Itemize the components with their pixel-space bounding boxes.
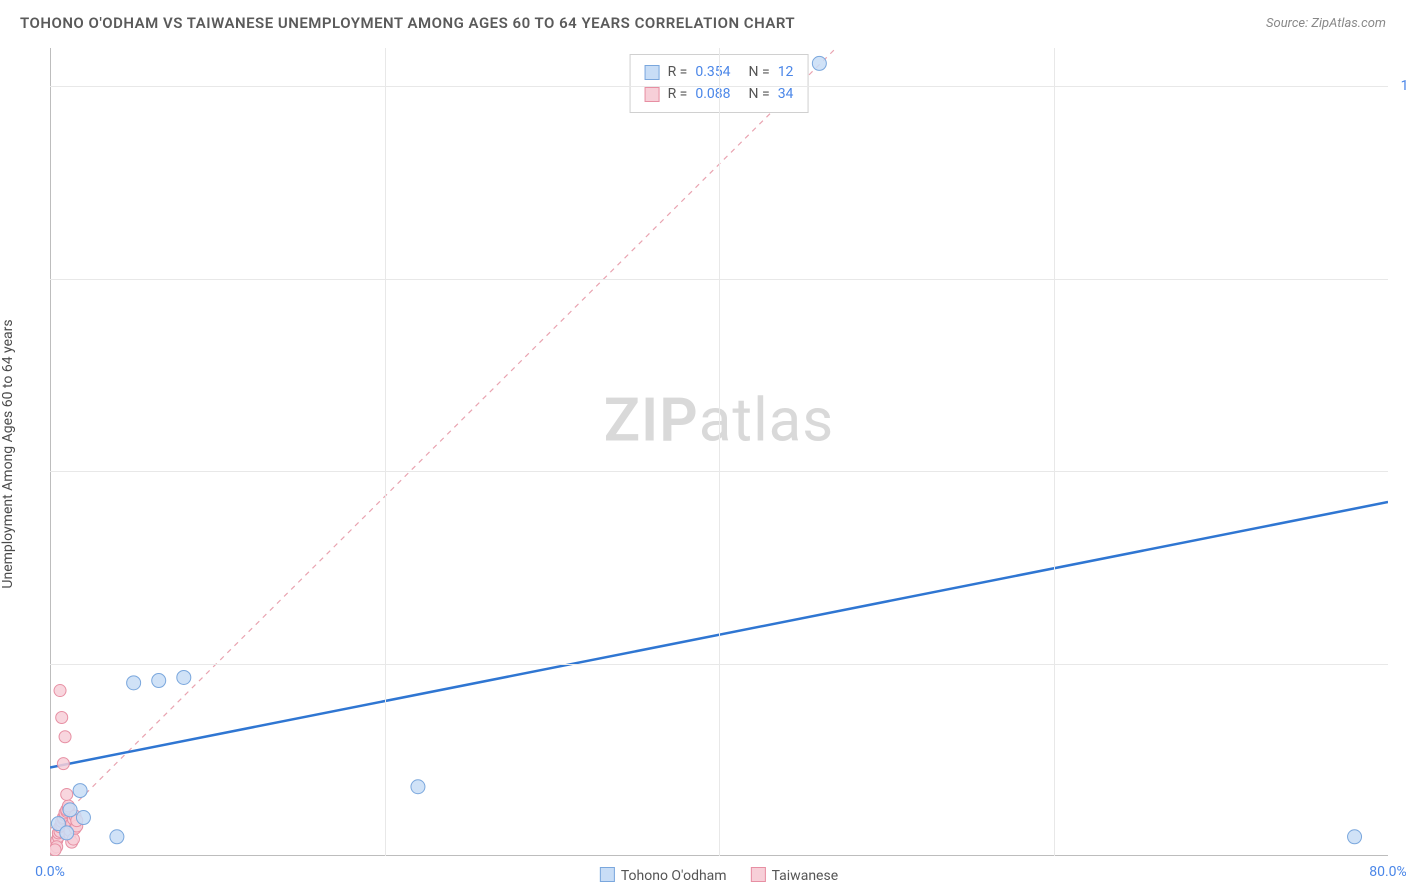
data-point bbox=[59, 731, 71, 743]
legend-item: Tohono O'odham bbox=[600, 867, 727, 884]
grid-line-v bbox=[719, 48, 720, 856]
data-point bbox=[76, 811, 90, 825]
data-point bbox=[152, 674, 166, 688]
data-point bbox=[110, 830, 124, 844]
legend-swatch bbox=[751, 867, 766, 882]
data-point bbox=[56, 711, 68, 723]
source-attribution: Source: ZipAtlas.com bbox=[1266, 16, 1386, 31]
stat-r-value: 0.354 bbox=[695, 61, 730, 83]
y-tick-label: 75.0% bbox=[1396, 271, 1406, 287]
data-point bbox=[57, 758, 69, 770]
data-point bbox=[50, 844, 61, 856]
data-point bbox=[54, 685, 66, 697]
legend-swatch bbox=[645, 87, 660, 102]
data-point bbox=[63, 803, 77, 817]
data-point bbox=[61, 788, 73, 800]
data-point bbox=[1348, 830, 1362, 844]
y-tick-label: 25.0% bbox=[1396, 656, 1406, 672]
data-point bbox=[177, 670, 191, 684]
stat-r-label: R = bbox=[668, 61, 688, 83]
data-point bbox=[127, 676, 141, 690]
chart-title: TOHONO O'ODHAM VS TAIWANESE UNEMPLOYMENT… bbox=[20, 14, 795, 32]
grid-line-v bbox=[1054, 48, 1055, 856]
y-tick-label: 50.0% bbox=[1396, 463, 1406, 479]
grid-line-v bbox=[385, 48, 386, 856]
chart-area: ZIPatlas R =0.354N =12R =0.088N =34 Toho… bbox=[50, 48, 1388, 856]
stat-n-label: N = bbox=[749, 61, 770, 83]
legend-item: Taiwanese bbox=[751, 867, 839, 884]
legend-label: Taiwanese bbox=[772, 868, 839, 884]
data-point bbox=[60, 826, 74, 840]
data-point bbox=[812, 56, 826, 70]
x-tick-label: 0.0% bbox=[35, 864, 65, 880]
legend-swatch bbox=[645, 65, 660, 80]
legend-swatch bbox=[600, 867, 615, 882]
data-point bbox=[73, 784, 87, 798]
x-tick-label: 80.0% bbox=[1369, 864, 1406, 880]
legend-label: Tohono O'odham bbox=[621, 868, 727, 884]
y-tick-label: 100.0% bbox=[1396, 78, 1406, 94]
stat-n-value: 12 bbox=[778, 61, 794, 83]
data-point bbox=[411, 780, 425, 794]
y-axis-label: Unemployment Among Ages 60 to 64 years bbox=[0, 319, 16, 588]
legend: Tohono O'odham Taiwanese bbox=[600, 867, 838, 884]
